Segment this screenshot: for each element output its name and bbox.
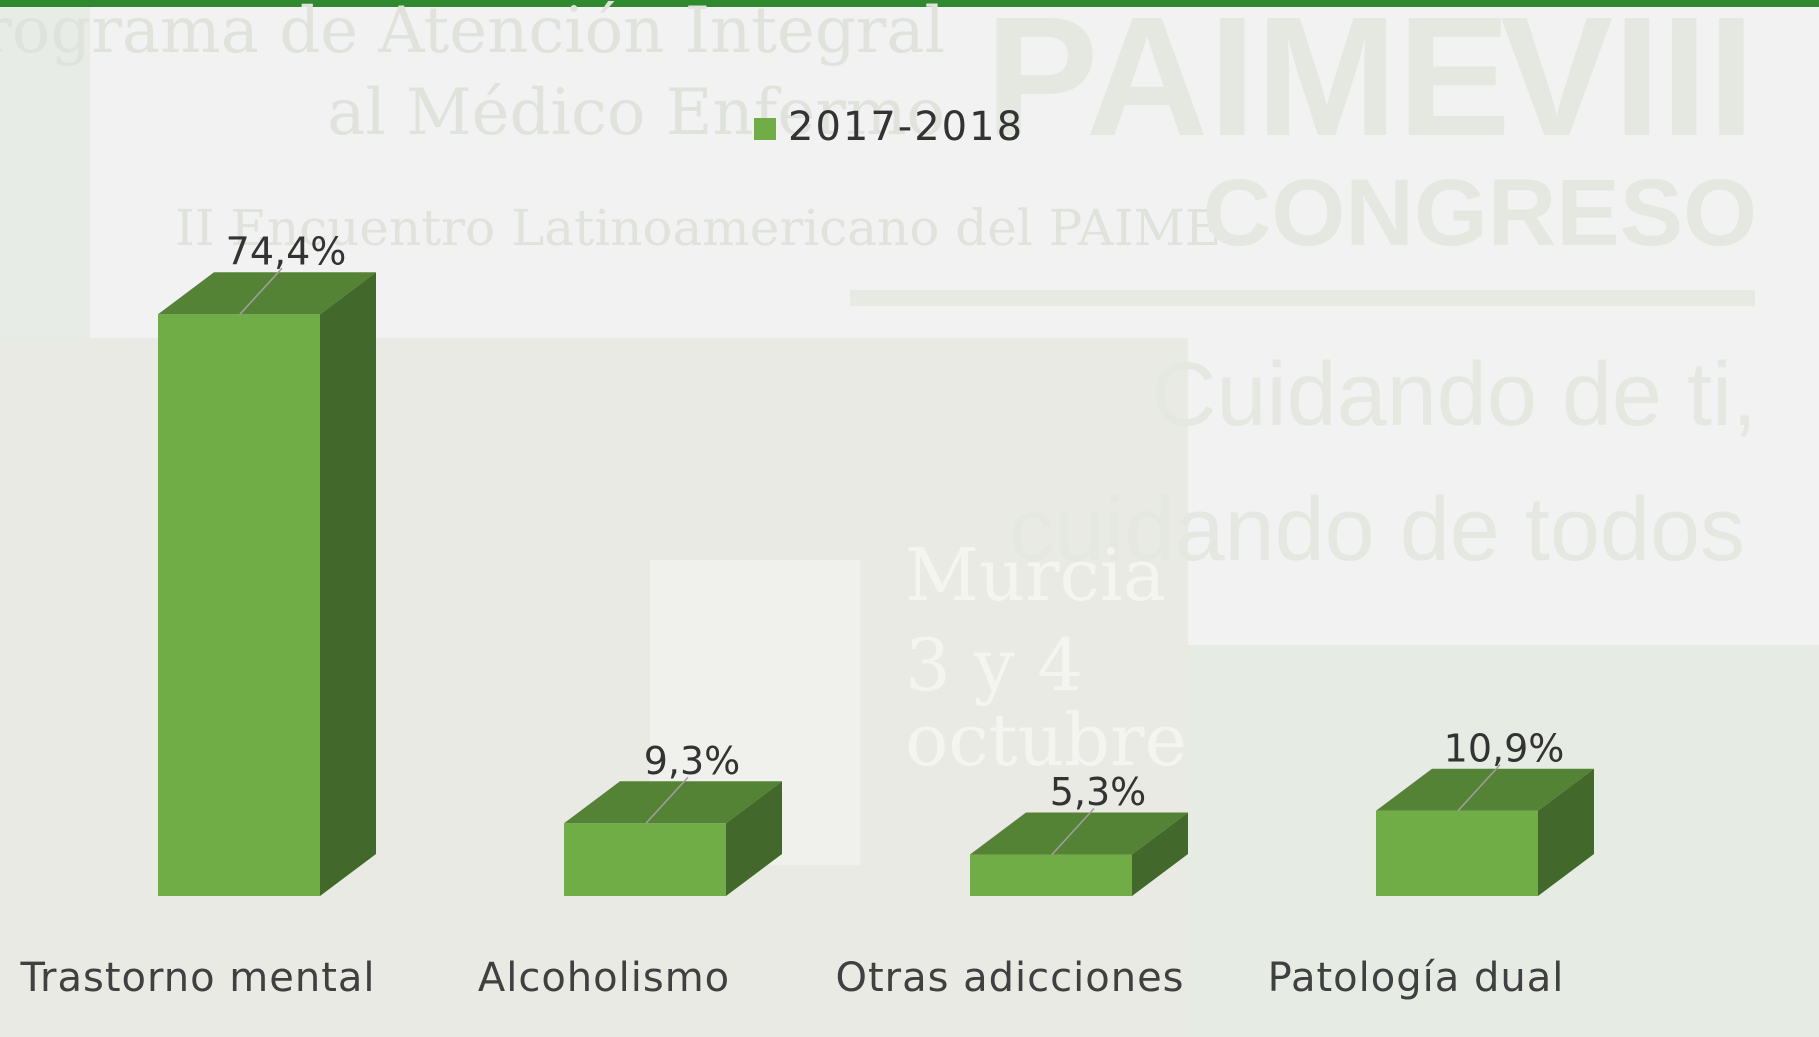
bar-side bbox=[320, 272, 376, 896]
bg-text: Cuidando de ti, bbox=[1152, 345, 1757, 445]
legend-swatch bbox=[754, 118, 776, 140]
bg-rule bbox=[850, 290, 1755, 306]
bg-text: Programa de Atención Integral bbox=[0, 0, 945, 68]
x-tick-label: Otras adicciones bbox=[835, 955, 1184, 1001]
value-label: 74,4% bbox=[226, 230, 347, 274]
bg-text: 3 y 4 bbox=[905, 623, 1083, 707]
bg-text: VIII bbox=[1500, 0, 1755, 172]
bar-front bbox=[970, 855, 1132, 896]
bar-front bbox=[1376, 811, 1538, 896]
x-tick-label: Alcoholismo bbox=[478, 955, 730, 1001]
bar bbox=[158, 272, 376, 896]
bar-front bbox=[158, 314, 320, 896]
x-tick-label: Patología dual bbox=[1268, 955, 1565, 1001]
bar bbox=[1376, 769, 1594, 896]
x-tick-label: Trastorno mental bbox=[19, 955, 375, 1001]
slide: Programa de Atención Integral al Médico … bbox=[0, 0, 1819, 1037]
bg-text: CONGRESO bbox=[1203, 160, 1757, 266]
bg-text: PAIME bbox=[985, 0, 1511, 172]
value-label: 5,3% bbox=[1050, 770, 1147, 814]
legend-label: 2017-2018 bbox=[788, 104, 1024, 150]
bar-front bbox=[564, 823, 726, 896]
value-label: 9,3% bbox=[644, 739, 741, 783]
value-label: 10,9% bbox=[1444, 726, 1565, 770]
bg-text: Murcia bbox=[905, 533, 1166, 617]
